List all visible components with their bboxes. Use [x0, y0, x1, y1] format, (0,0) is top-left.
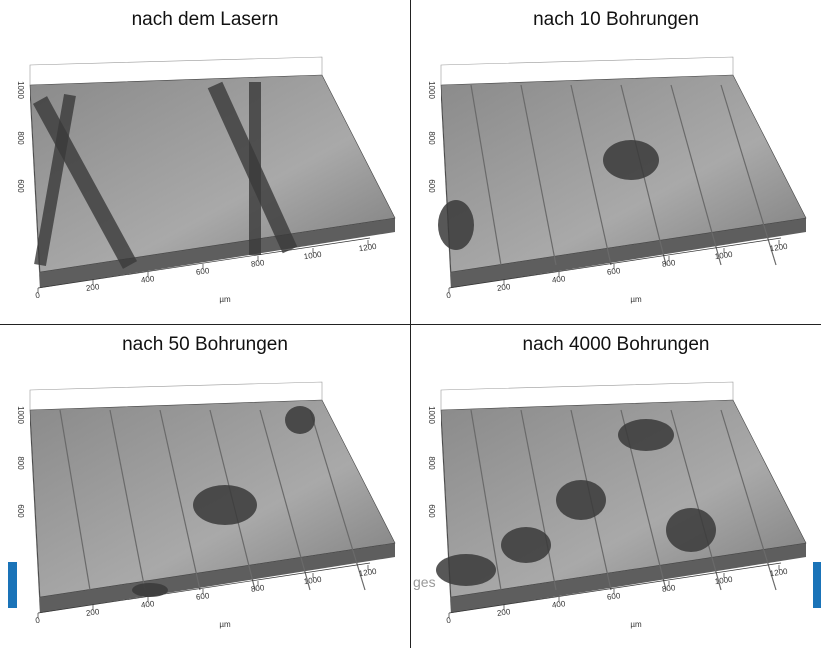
y-tick-label: 600: [427, 179, 436, 193]
surface-plot: 1000 800 600 0 200 400 600 800 1000 1200 µm: [0, 40, 405, 322]
x-tick-label: 1200: [358, 567, 377, 578]
y-tick-label: 800: [427, 131, 436, 145]
x-tick-label: 800: [250, 583, 265, 594]
surface-plot: 1000 800 600 0 200 400 600 800 1000 1200 µm: [411, 365, 816, 647]
drill-hole: [501, 527, 551, 563]
x-tick-label: 600: [606, 266, 621, 277]
y-tick-label: 1000: [427, 81, 436, 99]
x-tick-label: 400: [551, 599, 566, 610]
drill-hole: [436, 554, 496, 586]
x-tick-label: 800: [661, 258, 676, 269]
panel: nach 50 Bohrungen 1000 800 600 0 200 400 600 800…: [0, 325, 410, 649]
x-tick-label: 1000: [303, 250, 322, 261]
x-tick-label: 1200: [769, 567, 788, 578]
panel-title: nach 4000 Bohrungen: [411, 325, 821, 365]
x-tick-label: 1000: [714, 575, 733, 586]
drill-hole: [556, 480, 606, 520]
y-tick-label: 1000: [16, 406, 25, 424]
panel-title: nach 10 Bohrungen: [411, 0, 821, 40]
y-tick-label: 600: [16, 504, 25, 518]
x-tick-label: 600: [195, 591, 210, 602]
x-tick-label: 1000: [303, 575, 322, 586]
x-tick-label: 400: [551, 274, 566, 285]
panel: nach 10 Bohrungen 1000 800 600 0 200 400 600 800…: [411, 0, 821, 324]
y-tick-label: 800: [16, 131, 25, 145]
drill-hole: [603, 140, 659, 180]
surface-plot: 1000 800 600 0 200 400 600 800 1000 1200 µm: [411, 40, 816, 322]
surface-plot: 1000 800 600 0 200 400 600 800 1000 1200 µm: [0, 365, 405, 647]
x-tick-label: 800: [250, 258, 265, 269]
x-axis-unit: µm: [630, 620, 642, 629]
x-tick-label: 400: [140, 274, 155, 285]
x-axis-unit: µm: [219, 620, 231, 629]
panel: nach 4000 Bohrungen 1000 800 600 0 200 400 600 8…: [411, 325, 821, 649]
x-axis-unit: µm: [219, 295, 231, 304]
panel-title: nach 50 Bohrungen: [0, 325, 410, 365]
y-tick-label: 800: [427, 456, 436, 470]
panel-title: nach dem Lasern: [0, 0, 410, 40]
x-tick-label: 200: [85, 282, 100, 293]
y-tick-label: 600: [16, 179, 25, 193]
x-axis-unit: µm: [630, 295, 642, 304]
x-tick-label: 200: [496, 607, 511, 618]
x-tick-label: 0: [446, 291, 452, 301]
y-tick-label: 1000: [427, 406, 436, 424]
x-tick-label: 1200: [358, 242, 377, 253]
figure: ges nach dem Lasern100080060002004006008…: [0, 0, 821, 648]
drill-hole: [132, 583, 168, 597]
x-tick-label: 600: [195, 266, 210, 277]
y-tick-label: 1000: [16, 81, 25, 99]
y-tick-label: 600: [427, 504, 436, 518]
drill-hole: [193, 485, 257, 525]
x-tick-label: 600: [606, 591, 621, 602]
drill-hole: [285, 406, 315, 434]
x-tick-label: 0: [35, 291, 41, 301]
x-tick-label: 400: [140, 599, 155, 610]
y-tick-label: 800: [16, 456, 25, 470]
x-tick-label: 0: [446, 616, 452, 626]
drill-hole: [438, 200, 474, 250]
x-tick-label: 200: [85, 607, 100, 618]
drill-hole: [618, 419, 674, 451]
drill-hole: [666, 508, 716, 552]
x-tick-label: 200: [496, 282, 511, 293]
x-tick-label: 1000: [714, 250, 733, 261]
x-tick-label: 800: [661, 583, 676, 594]
x-tick-label: 0: [35, 616, 41, 626]
x-tick-label: 1200: [769, 242, 788, 253]
